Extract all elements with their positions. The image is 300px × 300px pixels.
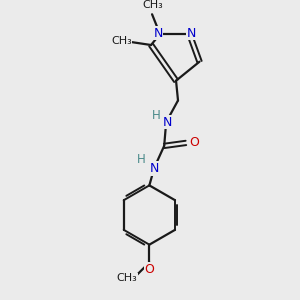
Text: N: N: [163, 116, 172, 129]
Text: N: N: [153, 26, 163, 40]
Text: O: O: [144, 263, 154, 276]
Text: CH₃: CH₃: [111, 36, 132, 46]
Text: CH₃: CH₃: [116, 273, 137, 283]
Text: H: H: [152, 109, 161, 122]
Text: O: O: [189, 136, 199, 149]
Text: N: N: [187, 26, 196, 40]
Text: N: N: [150, 162, 159, 175]
Text: CH₃: CH₃: [143, 0, 164, 11]
Text: H: H: [137, 153, 146, 166]
